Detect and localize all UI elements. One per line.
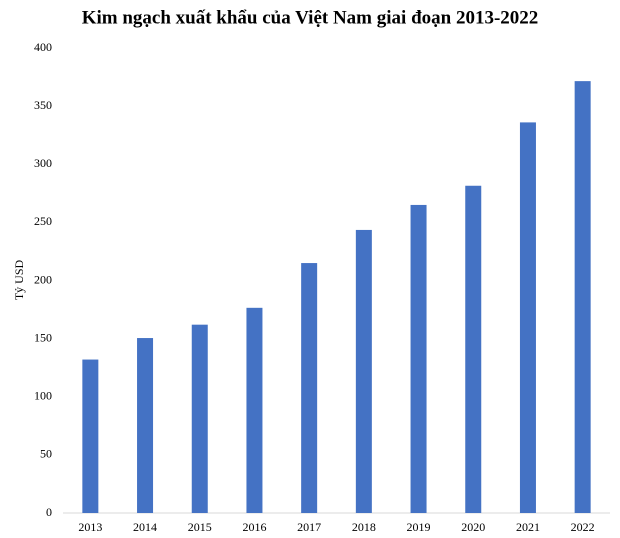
y-tick-label: 200 xyxy=(34,272,52,286)
y-tick-label: 250 xyxy=(34,214,52,228)
y-tick-label: 0 xyxy=(46,505,52,519)
y-tick-label: 50 xyxy=(40,447,52,461)
bar xyxy=(82,359,99,513)
x-tick-label: 2022 xyxy=(571,520,595,534)
x-tick-label: 2014 xyxy=(133,520,157,534)
y-tick-label: 400 xyxy=(34,40,52,54)
x-tick-label: 2016 xyxy=(242,520,266,534)
bar xyxy=(465,185,482,513)
x-tick-label: 2018 xyxy=(352,520,376,534)
x-tick-label: 2019 xyxy=(407,520,431,534)
bar xyxy=(519,122,536,514)
bar xyxy=(410,204,427,513)
x-tick-label: 2020 xyxy=(461,520,485,534)
bar xyxy=(191,324,208,513)
bar xyxy=(574,81,591,513)
y-tick-label: 350 xyxy=(34,98,52,112)
y-tick-label: 100 xyxy=(34,389,52,403)
x-tick-label: 2013 xyxy=(78,520,102,534)
y-axis-label: Tỷ USD xyxy=(12,260,26,301)
y-tick-label: 300 xyxy=(34,156,52,170)
bar xyxy=(137,338,154,513)
x-tick-label: 2017 xyxy=(297,520,321,534)
x-tick-label: 2021 xyxy=(516,520,540,534)
bar xyxy=(246,307,263,513)
chart-title: Kim ngạch xuất khẩu của Việt Nam giai đo… xyxy=(82,7,539,28)
bar xyxy=(301,263,318,513)
y-tick-label: 150 xyxy=(34,330,52,344)
x-tick-label: 2015 xyxy=(188,520,212,534)
bar xyxy=(355,229,372,513)
